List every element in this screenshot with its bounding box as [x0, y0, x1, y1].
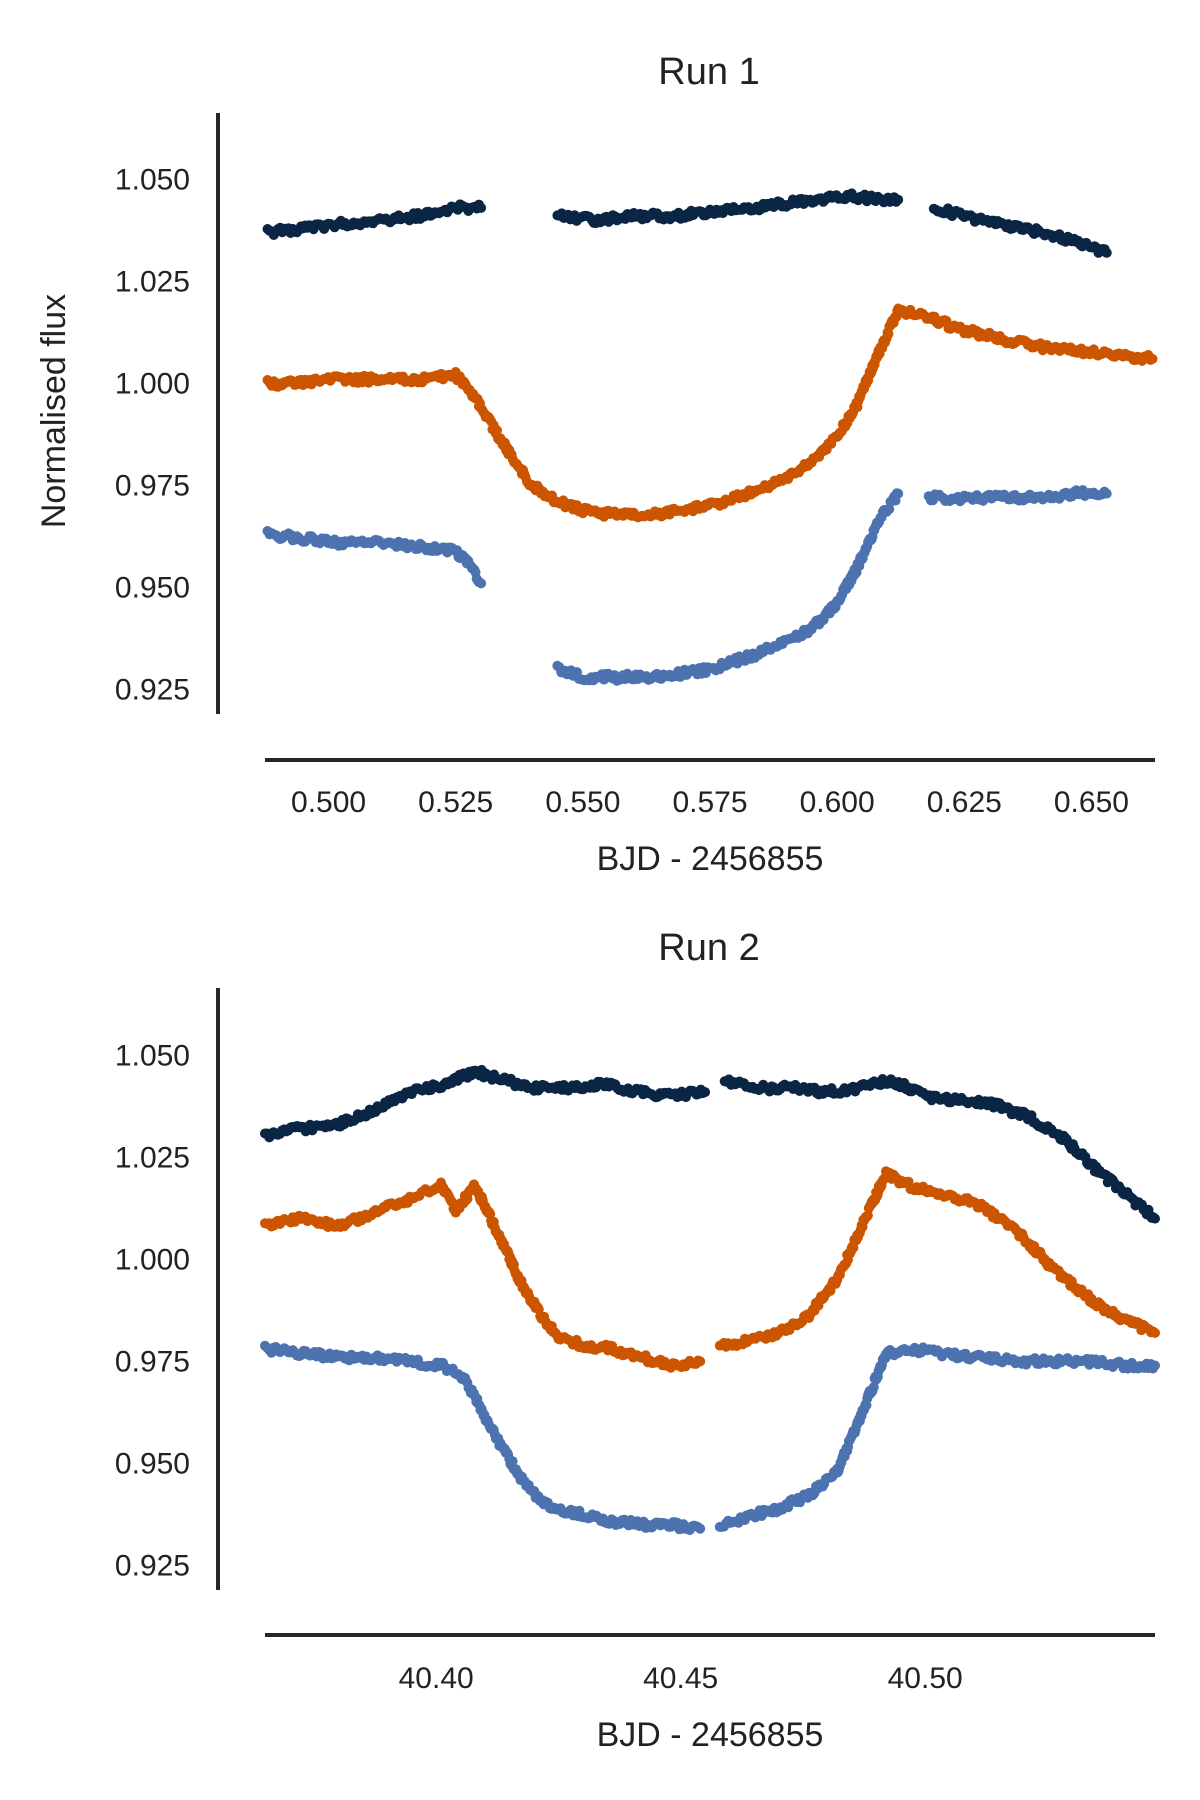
run2-xtick-label: 40.50	[888, 1662, 963, 1695]
run1-xtick-label: 0.600	[800, 786, 875, 819]
data-point	[476, 202, 487, 213]
run2-ytick-label: 1.050	[115, 1039, 190, 1072]
run1-xlabel: BJD - 2456855	[597, 840, 824, 878]
run1-ytick-label: 1.050	[115, 163, 190, 196]
run1-series	[262, 188, 1158, 686]
data-point	[883, 328, 894, 339]
data-point	[1150, 1360, 1160, 1371]
run2-ytick-label: 0.975	[115, 1345, 190, 1378]
run1-ytick-label: 1.000	[115, 367, 190, 400]
run2-series-dark-navy	[260, 1064, 1160, 1224]
run1-xtick-label: 0.650	[1054, 786, 1129, 819]
data-point	[700, 1087, 711, 1098]
data-point	[492, 425, 502, 436]
data-point	[1147, 353, 1158, 364]
run1-xtick-label: 0.525	[418, 786, 493, 819]
run1-x-ticks: 0.500 0.525 0.550 0.575 0.600 0.625 0.650	[291, 786, 1129, 819]
run1-panel: Run 1 Normalised flux 0.925 0.950 0.975 1.0…	[35, 51, 1158, 878]
run1-xtick-label: 0.625	[927, 786, 1002, 819]
run2-ytick-label: 1.025	[115, 1141, 190, 1174]
data-point	[893, 488, 904, 499]
run1-y-ticks: 0.925 0.950 0.975 1.000 1.025 1.050	[115, 163, 190, 706]
data-point	[941, 315, 952, 326]
run2-series	[260, 1064, 1160, 1536]
data-point	[1150, 1327, 1160, 1338]
data-point	[695, 1356, 706, 1367]
run1-xtick-label: 0.550	[545, 786, 620, 819]
data-point	[893, 194, 904, 205]
run1-ytick-label: 0.975	[115, 469, 190, 502]
data-point	[507, 1456, 518, 1467]
run1-ytick-label: 1.025	[115, 265, 190, 298]
run2-ytick-label: 1.000	[115, 1243, 190, 1276]
run1-series-light-blue	[262, 485, 1112, 686]
run1-series-dark-navy	[262, 188, 1112, 258]
run2-panel: Run 2 0.925 0.950 0.975 1.000 1.025 1.050 40.…	[115, 927, 1160, 1754]
run1-xtick-label: 0.575	[672, 786, 747, 819]
run2-xtick-label: 40.40	[399, 1662, 474, 1695]
run1-ytick-label: 0.925	[115, 673, 190, 706]
run2-ytick-label: 0.925	[115, 1549, 190, 1582]
run2-ytick-label: 0.950	[115, 1447, 190, 1480]
run2-x-ticks: 40.40 40.45 40.50	[399, 1662, 963, 1695]
run2-y-ticks: 0.925 0.950 0.975 1.000 1.025 1.050	[115, 1039, 190, 1582]
run2-series-light-blue	[260, 1340, 1160, 1536]
data-point	[1101, 247, 1112, 258]
run1-xtick-label: 0.500	[291, 786, 366, 819]
run1-title: Run 1	[658, 51, 759, 93]
run1-series-orange	[262, 303, 1158, 523]
run1-ylabel: Normalised flux	[35, 294, 73, 528]
run2-xlabel: BJD - 2456855	[597, 1716, 824, 1754]
run1-ytick-label: 0.950	[115, 571, 190, 604]
run2-title: Run 2	[658, 927, 759, 969]
data-point	[1101, 488, 1112, 499]
data-point	[695, 1523, 706, 1534]
data-point	[1150, 1213, 1160, 1224]
run2-xtick-label: 40.45	[643, 1662, 718, 1695]
run2-series-orange	[260, 1166, 1160, 1373]
data-point	[476, 578, 487, 589]
